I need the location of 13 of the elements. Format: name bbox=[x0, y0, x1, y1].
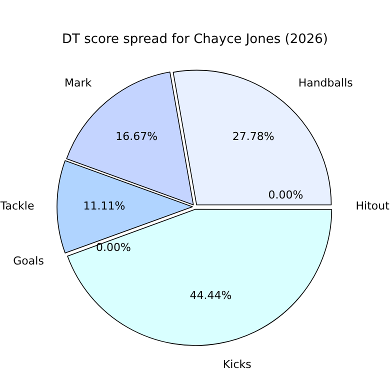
slice-label: Kicks bbox=[222, 358, 252, 371]
slice-label: Tackle bbox=[0, 200, 34, 213]
text: 0.00% bbox=[96, 241, 131, 254]
data-label: 11.11% bbox=[83, 200, 126, 213]
chart-title: DT score spread for Chayce Jones (2026) bbox=[62, 32, 328, 48]
category-label: Hitout bbox=[356, 200, 390, 213]
category-label: Goals bbox=[13, 254, 44, 268]
data-label: 16.67% bbox=[116, 130, 158, 144]
text: 0.00% bbox=[268, 188, 304, 202]
data-label: 27.78% bbox=[232, 130, 274, 144]
data-label: 44.44% bbox=[190, 289, 232, 302]
slice-label: Handballs bbox=[298, 76, 354, 90]
slice-label: Mark bbox=[64, 76, 92, 90]
